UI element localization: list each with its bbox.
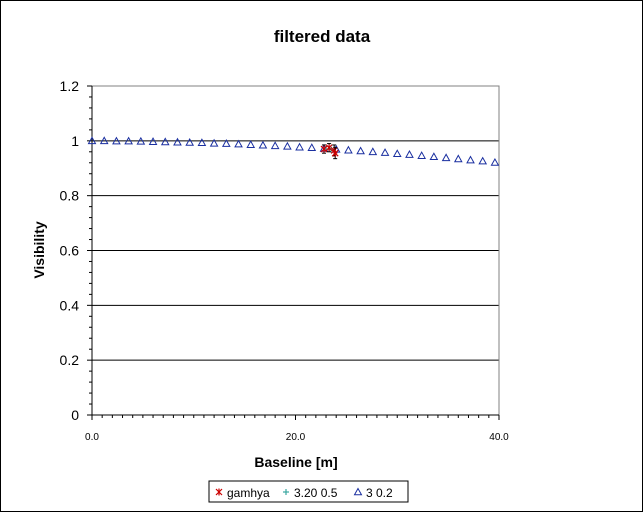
series-3-0-2-point [270, 141, 280, 150]
series-3-0-2-point [466, 155, 475, 164]
series-3-0-2-point [209, 138, 219, 147]
y-tick-label: 0.8 [60, 188, 80, 204]
series-gamhya-point [325, 144, 333, 152]
y-tick-label: 0.2 [60, 352, 80, 368]
series-3-0-2-point [478, 156, 488, 165]
series-3-0-2-point [246, 140, 256, 148]
series-3-0-2-point [160, 137, 170, 146]
legend-marker [283, 489, 289, 495]
x-tick-label: 20.0 [286, 432, 306, 443]
y-tick-label: 1 [71, 133, 79, 149]
series-3-0-2-point [197, 138, 207, 147]
y-axis-label: Visibility [31, 221, 47, 279]
series-3-0-2-point [221, 139, 231, 147]
series-gamhya-point [320, 145, 328, 153]
series-3-0-2-point [112, 136, 121, 145]
series-3-0-2-point [258, 140, 268, 149]
series-3-0-2-point [356, 146, 365, 155]
series-3-0-2-point [136, 136, 146, 145]
series-3-0-2-point [441, 153, 451, 162]
x-tick-label: 0.0 [85, 432, 99, 443]
y-tick-label: 0 [71, 407, 79, 423]
series-3-0-2-point [429, 152, 439, 161]
legend-entry: 3.20 0.5 [283, 486, 338, 500]
legend: gamhya 3.20 0.5 3 0.2 [208, 480, 409, 503]
series-3-0-2-point [283, 141, 292, 150]
series-3-0-2-point [148, 137, 158, 145]
y-tick-label: 0.6 [60, 243, 80, 259]
series-3-0-2-point [405, 150, 414, 158]
series-3-0-2-point [99, 136, 109, 145]
x-tick-label: 40.0 [489, 432, 509, 443]
legend-label: 3.20 0.5 [294, 486, 338, 500]
gridlines [92, 85, 499, 361]
series-3-0-2-point [185, 137, 195, 146]
series-3-0-2-point [87, 136, 97, 145]
series-3-0-2-point [295, 142, 304, 151]
series-3-0-2-point [490, 157, 500, 166]
chart-title: filtered data [274, 27, 371, 46]
legend-entry: gamhya [215, 486, 270, 500]
legend-label: gamhya [227, 486, 270, 500]
series-3-0-2-point [234, 139, 243, 148]
data-points [87, 136, 500, 166]
series-3-0-2-point [417, 151, 427, 159]
axes: 0 0.2 0.4 0.6 0.8 1 1.2 0.0 20.0 40.0 [60, 78, 510, 443]
series-3-0-2-point [380, 148, 390, 156]
series-3-0-2-point [173, 137, 182, 146]
series-3-0-2-point [453, 154, 463, 163]
series-3-0-2-point [344, 145, 353, 154]
series-3-0-2-point [368, 147, 378, 156]
legend-marker [353, 487, 363, 496]
series-3-0-2-point [124, 136, 133, 145]
legend-marker [215, 488, 223, 496]
legend-label: 3 0.2 [366, 486, 393, 500]
x-axis-label: Baseline [m] [254, 454, 337, 470]
legend-box [208, 480, 409, 503]
legend-entry: 3 0.2 [353, 486, 393, 500]
series-gamhya-point [331, 149, 339, 157]
series-3-0-2-point [307, 143, 317, 151]
y-tick-label: 1.2 [60, 78, 80, 94]
series-3-0-2-point [392, 149, 402, 158]
y-tick-label: 0.4 [60, 297, 80, 313]
